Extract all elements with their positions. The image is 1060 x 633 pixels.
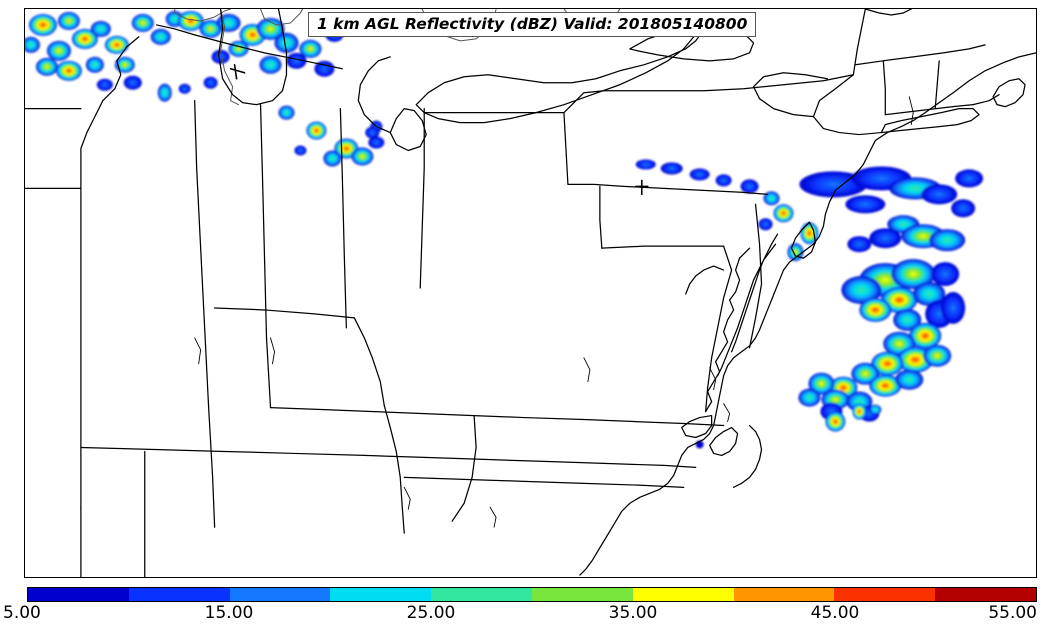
map-plot-area[interactable] [24,8,1037,578]
colorbar-band-20-25 [330,588,432,601]
colorbar-tick-label: 55.00 [988,603,1037,623]
colorbar-tick-label: 5.00 [3,603,41,623]
chesapeake-western-shore [705,247,751,413]
colorbar-band-5-10 [28,588,129,601]
colorbar-band-35-40 [632,588,734,601]
colorbar-band-15-20 [229,588,331,601]
colorbar-band-40-45 [733,588,835,601]
colorbar-band-25-30 [431,588,532,601]
colorbar-tick-labels: 5.00 15.00 25.00 35.00 45.00 55.00 [0,603,1060,627]
colorbar-band-10-15 [128,588,230,601]
lake-huron-south [357,56,391,134]
albemarle-sound [681,414,713,439]
colorbar-band-30-35 [531,588,633,601]
atlantic-coastline [579,52,1036,576]
colorbar-tick-label: 15.00 [204,603,254,623]
echo-group-outer-banks [695,403,882,449]
colorbar-band-45-50 [834,588,936,601]
map-graphics [25,9,1036,577]
echo-group-offshore-complex [798,259,966,432]
colorbar-tick-label: 35.00 [608,603,658,623]
colorbar-band-50-55 [935,588,1036,601]
cape-cod [992,78,1026,108]
pamlico-sound [709,426,739,457]
state-borders [25,9,1000,577]
lake-michigan [217,9,288,106]
delaware-bay [790,221,817,259]
colorbar-tick-label: 45.00 [810,603,860,623]
map-borders [25,9,1036,577]
lake-st-clair [389,108,427,152]
page-title: 1 km AGL Reflectivity (dBZ) Valid: 20180… [308,12,757,38]
long-island [880,108,980,134]
outer-banks [732,424,763,488]
echo-group-midwest-cells [278,105,385,167]
reflectivity-field [25,10,984,449]
colorbar-tick-label: 25.00 [406,603,456,623]
colorbar[interactable] [27,587,1037,602]
echo-group-upper-midwest [25,10,184,91]
potomac-river [685,265,725,295]
echo-group-offshore-bands [799,166,984,253]
chesapeake-bay [717,233,779,377]
